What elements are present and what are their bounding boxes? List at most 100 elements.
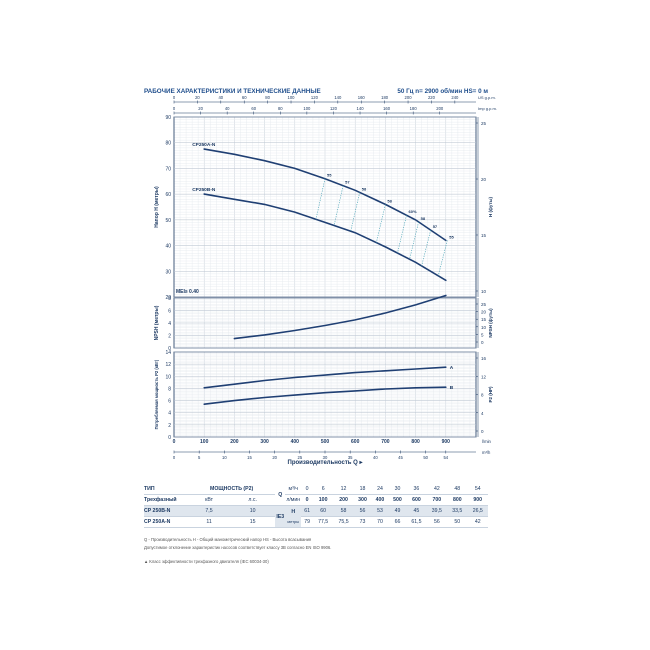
y-tick-label: 0 [168,435,171,441]
y-tick-label: 12 [165,362,171,368]
q-m3h-8: 48 [447,484,468,495]
top-axis-tick-label: 120 [330,106,338,111]
q-m3h-5: 30 [388,484,407,495]
top-axis-tick-label: 0 [173,106,176,111]
q-lmin-7: 700 [426,494,448,506]
q-m3h-2: 12 [333,484,354,495]
y-right-tick-label: 25 [481,121,487,126]
y-right-tick-label: 5 [481,332,484,337]
col-hp: л.с. [230,494,276,506]
note-efficiency-class: ▲ Класс эффективности трехфазного двигат… [144,559,269,564]
q-m3h-6: 36 [406,484,427,495]
series-line-npsh [233,294,447,340]
model-hp: 15 [230,516,276,528]
q-symbol: Q [275,484,286,506]
top-axis-tick-label: 120 [311,95,319,100]
efficiency-isoline [350,192,361,232]
bottom-axis-tick-label: 900 [442,439,451,445]
y-tick-label: 70 [165,166,171,172]
x-axis-label: Производительность Q ▸ [288,460,364,466]
efficiency-label: 57 [345,180,350,185]
efficiency-isoline [315,178,326,220]
table-header-row-1: ТИП МОЩНОСТЬ (P2) Q м³/ч 0 6 12 18 24 30… [144,484,488,506]
model-kw: 11 [188,516,231,528]
y-axis-label: Потребляемая мощность P2 (кВт) [154,359,159,429]
chart-title: РАБОЧИЕ ХАРАКТЕРИСТИКИ И ТЕХНИЧЕСКИЕ ДАН… [144,88,321,95]
series-label: B [450,385,454,391]
top-axis-tick-label: 200 [436,106,444,111]
y-right-tick-label: 15 [481,317,487,322]
top-axis-tick-label: 20 [195,95,200,100]
q-lmin-6: 600 [406,494,427,506]
chart-conditions: 50 Гц n= 2900 об/мин HS= 0 м [397,88,488,95]
bottom-axis-tick-label: 400 [291,439,300,445]
y-tick-label: 80 [165,141,171,147]
h-value: 66 [388,516,407,528]
top-axis-tick-label: 180 [381,95,389,100]
top-axis-tick-label: 0 [173,95,176,100]
h-value: 26,5 [467,505,488,517]
bottom-axis-tick-label-2: 0 [173,455,176,460]
bottom-axis-tick-label: 700 [381,439,390,445]
y-tick-label: 4 [168,321,171,327]
series-line-cp250a-n [203,148,447,242]
y-axis-right-label: NPSH (футы) [487,308,493,338]
ie-class: IE3 [275,505,286,528]
bottom-axis-tick-label-2: 5 [198,455,201,460]
q-m3h-3: 18 [353,484,372,495]
h-value: 33,5 [447,505,468,517]
y-right-tick-label: 20 [481,177,487,182]
y-tick-label: 8 [168,386,171,392]
efficiency-label: 60% [409,209,417,214]
h-value: 49 [388,505,407,517]
y-tick-label: 2 [168,423,171,429]
series-line-a [203,366,447,389]
y-tick-label: 90 [165,115,171,121]
q-m3h-0: 0 [301,484,313,495]
q-unit-m3h: м³/ч [285,484,302,495]
bottom-axis-tick-label: 200 [230,439,239,445]
q-lmin-4: 400 [371,494,389,506]
h-value: 77,5 [312,516,334,528]
bottom-axis-tick-label-2: 35 [348,455,353,460]
top-axis-tick-label: 40 [225,106,230,111]
q-lmin-3: 300 [353,494,372,506]
top-axis-tick-label: 140 [334,95,342,100]
bottom-axis-tick-label-2: 45 [398,455,403,460]
mei-label: MEI≥ 0.40 [176,289,199,295]
top-axis-tick-label: 140 [357,106,365,111]
efficiency-label: 55 [327,173,332,178]
y-tick-label: 30 [165,269,171,275]
series-line-b [203,386,447,405]
efficiency-label: 58 [421,216,426,221]
y-tick-label: 8 [168,296,171,302]
y-tick-label: 14 [165,350,171,356]
h-value: 60 [312,505,334,517]
y-axis-right-label: P2 (HP) [488,386,493,403]
q-lmin-1: 100 [312,494,334,506]
efficiency-label: 55 [449,234,454,239]
col-type: ТИП [144,484,188,495]
bottom-axis-unit: l/min [482,439,492,444]
y-right-tick-label: 15 [481,233,487,238]
top-axis-tick-label: 40 [218,95,223,100]
q-lmin-0: 0 [301,494,313,506]
bottom-axis-tick-label-2: 20 [272,455,277,460]
series-label: CP250A-N [192,142,216,148]
y-right-tick-label: 8 [481,393,484,398]
bottom-axis-tick-label-2: 50 [423,455,428,460]
q-lmin-9: 900 [467,494,488,506]
efficiency-isoline [376,204,386,243]
y-tick-label: 0 [168,346,171,352]
table-row: CP 250A-N 11 15 79 77,5 75,5 73 70 66 61… [144,516,488,528]
h-value: 56 [353,505,372,517]
h-value: 53 [371,505,389,517]
q-unit-lmin: л/мин [285,494,302,506]
h-value: 79 [301,516,313,528]
q-lmin-8: 800 [447,494,468,506]
series-label: CP250B-N [192,187,216,193]
y-right-tick-label: 12 [481,374,487,379]
h-value: 50 [447,516,468,528]
y-right-tick-label: 0 [481,340,484,345]
